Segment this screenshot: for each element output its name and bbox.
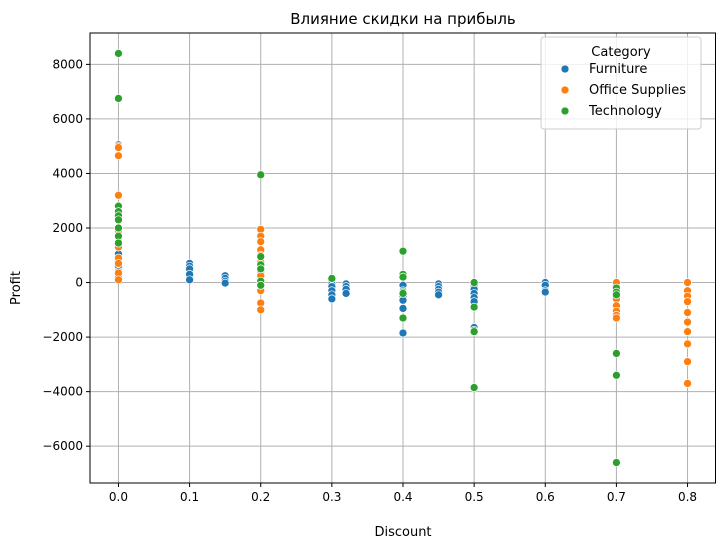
data-point xyxy=(612,349,621,358)
data-point xyxy=(683,339,692,349)
data-point xyxy=(469,383,479,392)
x-tick-label: 0.1 xyxy=(180,490,199,504)
x-tick-label: 0.6 xyxy=(536,490,555,504)
legend-label: Technology xyxy=(588,104,662,119)
axis-ticks: 0.0 0.1 0.2 0.3 0.4 0.5 0.6 0.7 0.8 −6000 −4000 −20… xyxy=(42,57,697,504)
chart-title: Влияние скидки на прибыль xyxy=(290,10,516,28)
data-point xyxy=(256,170,266,180)
legend: Category Furniture Office Supplies Technol… xyxy=(540,36,702,130)
data-point xyxy=(469,302,479,312)
data-point xyxy=(114,94,123,103)
legend-marker xyxy=(560,85,570,95)
x-tick-label: 0.3 xyxy=(322,490,341,504)
data-point xyxy=(683,297,692,306)
data-point xyxy=(220,278,230,288)
data-point xyxy=(114,259,123,268)
data-point xyxy=(683,308,692,317)
y-tick-label: 4000 xyxy=(52,166,83,180)
data-point xyxy=(327,294,337,304)
data-point xyxy=(683,379,692,388)
data-point xyxy=(398,313,408,323)
data-point xyxy=(540,287,550,297)
x-tick-label: 0.5 xyxy=(465,490,484,504)
legend-box xyxy=(540,36,702,130)
legend-label: Office Supplies xyxy=(589,83,686,98)
data-point xyxy=(256,264,266,274)
data-point xyxy=(469,327,479,336)
x-tick-label: 0.8 xyxy=(678,490,697,504)
data-point xyxy=(256,280,266,290)
y-tick-label: −2000 xyxy=(42,330,83,344)
data-point xyxy=(114,143,123,152)
y-tick-label: −6000 xyxy=(42,439,83,453)
data-point xyxy=(398,289,408,298)
x-tick-label: 0.0 xyxy=(109,490,128,504)
x-tick-label: 0.2 xyxy=(251,490,270,504)
y-tick-label: 6000 xyxy=(52,112,83,126)
data-point xyxy=(185,275,194,285)
legend-items: Furniture Office Supplies Technology xyxy=(560,62,686,119)
legend-label: Furniture xyxy=(589,62,647,77)
data-point xyxy=(256,237,266,246)
data-point xyxy=(114,215,123,225)
data-point xyxy=(256,305,266,315)
data-point xyxy=(612,290,621,300)
data-point xyxy=(114,238,123,248)
legend-marker xyxy=(560,64,570,74)
data-point xyxy=(114,190,123,200)
y-tick-label: 0 xyxy=(75,276,83,290)
data-point xyxy=(114,275,123,285)
data-point xyxy=(114,49,123,58)
data-point xyxy=(612,458,621,467)
data-point xyxy=(398,304,408,313)
data-point xyxy=(114,151,123,161)
data-point xyxy=(398,328,408,338)
data-point xyxy=(341,289,351,298)
data-point xyxy=(398,272,408,282)
data-point xyxy=(327,274,337,283)
data-point xyxy=(683,327,692,336)
data-point xyxy=(114,223,123,233)
data-points xyxy=(114,49,692,467)
data-point xyxy=(683,317,692,327)
y-tick-label: 8000 xyxy=(52,57,83,71)
data-point xyxy=(469,278,479,287)
x-tick-label: 0.7 xyxy=(607,490,626,504)
y-tick-label: −4000 xyxy=(42,385,83,399)
x-tick-label: 0.4 xyxy=(393,490,412,504)
y-tick-label: 2000 xyxy=(52,221,83,235)
y-axis-label: Profit xyxy=(9,271,24,305)
legend-title: Category xyxy=(591,45,651,60)
data-point xyxy=(398,246,408,256)
x-axis-label: Discount xyxy=(374,525,431,540)
data-point xyxy=(612,370,621,380)
data-point xyxy=(683,357,692,366)
data-point xyxy=(434,290,443,300)
data-point xyxy=(256,252,266,261)
legend-marker xyxy=(560,106,570,116)
data-point xyxy=(612,313,621,323)
data-point xyxy=(683,278,692,287)
